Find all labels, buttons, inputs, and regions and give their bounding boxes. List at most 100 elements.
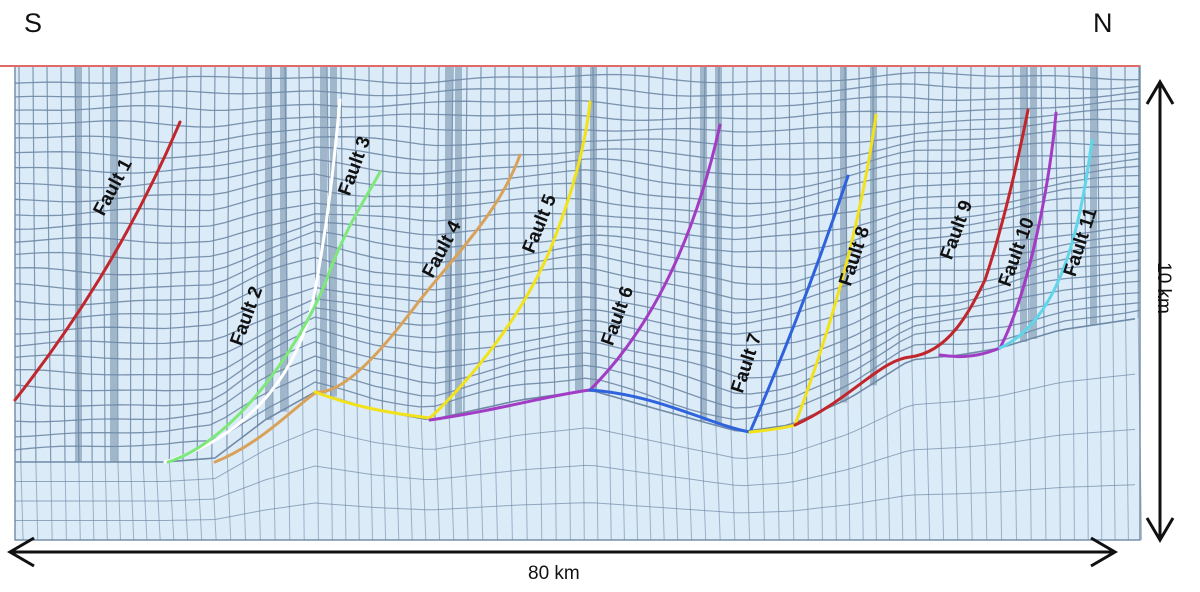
mesh-column-line <box>633 65 636 403</box>
mesh-column-line <box>952 65 958 356</box>
mesh-column-line <box>564 65 570 394</box>
mesh-column-line <box>155 65 160 463</box>
mesh-column-line <box>60 65 66 463</box>
basement-column-line <box>182 460 189 541</box>
basement-column-line <box>20 461 24 541</box>
basement-column-line <box>745 430 751 541</box>
basement-column-line <box>938 356 945 541</box>
basement-column-line <box>343 399 347 541</box>
mesh-column-line <box>102 65 106 463</box>
basement-column-line <box>791 425 795 541</box>
mesh-column-line <box>1082 65 1088 327</box>
mesh-column-line <box>1137 65 1140 319</box>
basement-column-line <box>316 393 319 541</box>
basement-column-line <box>672 414 679 541</box>
basement-layer-line <box>15 484 1136 521</box>
basement-column-line <box>608 394 612 541</box>
basement-column-line <box>539 397 543 541</box>
basement-column-line <box>1112 322 1116 541</box>
basement-column-line <box>568 393 571 541</box>
basement-column-line <box>1028 339 1032 541</box>
basement-column-line <box>356 403 360 541</box>
basement-column-line <box>155 461 161 541</box>
mesh-column-line <box>938 65 944 357</box>
basement-column-line <box>834 406 837 541</box>
mesh-column-line <box>46 65 52 463</box>
vertical-scale-label: 10 km <box>1153 262 1174 314</box>
mesh-column-line <box>298 65 304 402</box>
south-label: S <box>24 8 43 38</box>
mesh-column-line <box>788 65 793 426</box>
basement-column-line <box>730 430 736 541</box>
basement-column-line <box>1086 326 1089 541</box>
fault-3-trace <box>166 170 382 464</box>
basement-column-line <box>226 447 232 541</box>
basement-column-line <box>241 436 246 541</box>
basement-column-line <box>50 461 53 541</box>
mesh-dense-band <box>445 66 452 417</box>
mesh-dense-band <box>265 66 272 420</box>
mesh-dense-band <box>1020 66 1027 342</box>
mesh-column-line <box>1012 65 1015 345</box>
mesh-dense-band <box>715 66 722 426</box>
basement-column-line <box>211 457 217 541</box>
mesh-column-line <box>924 65 930 359</box>
fault-11-trace <box>998 138 1094 350</box>
mesh-column-line <box>606 65 610 395</box>
mesh-column-line <box>368 65 371 409</box>
basement-column-line <box>595 390 599 541</box>
mesh-dense-band <box>455 66 462 415</box>
basement-column-line <box>330 395 333 541</box>
mesh-column-line <box>508 65 511 403</box>
mesh-column-line <box>802 65 808 420</box>
mesh-column-line <box>463 65 468 412</box>
mesh-dense-band <box>1030 66 1037 339</box>
mesh-column-line <box>88 65 93 463</box>
basement-column-line <box>1125 320 1129 541</box>
mesh-dense-band <box>575 66 582 393</box>
mesh-dense-band <box>280 66 287 412</box>
basement-column-line <box>952 355 959 541</box>
mesh-column-line <box>1054 65 1060 332</box>
basement-column-line <box>302 400 305 541</box>
basement-column-line <box>434 417 441 541</box>
mesh-column-line <box>730 65 734 431</box>
mesh-column-line <box>381 65 384 412</box>
fault-lines <box>13 98 1094 464</box>
mesh-column-line <box>129 65 132 463</box>
basement-column-line <box>860 392 864 541</box>
basement-column-line <box>130 461 135 541</box>
basement-column-line <box>911 359 917 541</box>
mesh-column-line <box>241 65 244 437</box>
mesh-grid <box>14 65 1142 541</box>
basement-column-line <box>554 395 557 541</box>
mesh-dense-band <box>330 66 337 397</box>
basement-column-line <box>78 461 81 541</box>
basement-column-line <box>715 426 721 541</box>
mesh-column-line <box>226 65 230 448</box>
basement-layer-line <box>15 373 1136 482</box>
basement-column-line <box>394 413 400 541</box>
mesh-column-line <box>116 65 119 463</box>
basement-column-line <box>117 461 121 541</box>
mesh-dense-band <box>1090 66 1097 326</box>
mesh-column-line <box>885 65 888 375</box>
fault-7-trace <box>588 174 850 434</box>
mesh-column-line <box>1124 65 1127 321</box>
basement-column-line <box>463 411 469 541</box>
mesh-dense-band <box>75 66 82 462</box>
mesh-dense-band <box>840 66 847 403</box>
basement-column-line <box>1013 344 1017 541</box>
mesh-column-line <box>142 65 146 463</box>
mesh-column-line <box>407 65 412 417</box>
fault-5-trace <box>313 100 592 420</box>
mesh-column-line <box>420 65 426 420</box>
fault-6-trace <box>428 123 722 422</box>
basement-column-line <box>142 461 148 541</box>
basement-column-line <box>659 410 665 541</box>
basement-column-line <box>806 419 809 541</box>
mesh-column-line <box>659 65 664 411</box>
basement-column-line <box>420 419 427 541</box>
